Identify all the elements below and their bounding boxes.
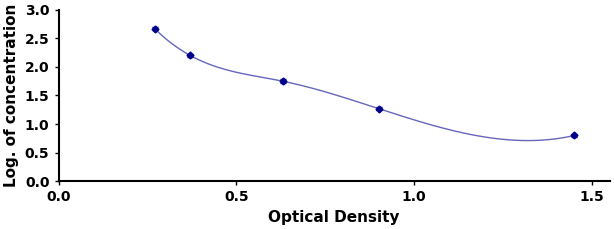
X-axis label: Optical Density: Optical Density — [268, 210, 400, 225]
Y-axis label: Log. of concentration: Log. of concentration — [4, 4, 19, 187]
